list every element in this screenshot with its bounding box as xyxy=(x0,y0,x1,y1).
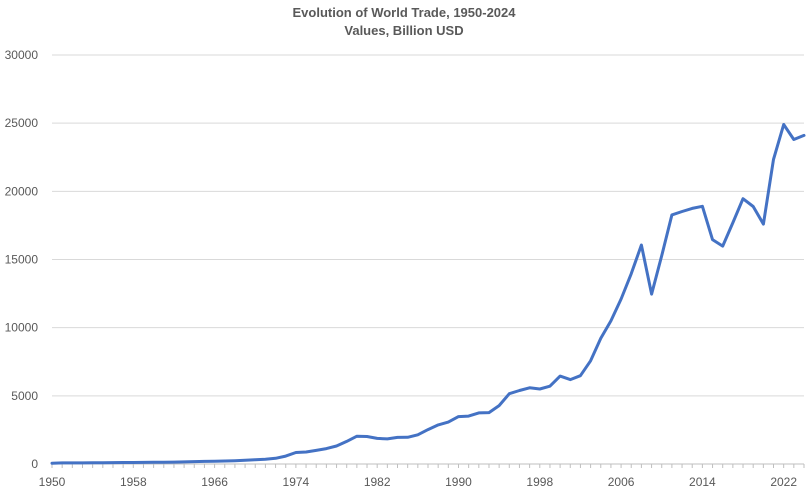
x-tick-label: 1974 xyxy=(283,475,310,489)
x-tick-label: 2014 xyxy=(689,475,716,489)
x-tick-label: 1958 xyxy=(120,475,147,489)
x-tick-label: 2022 xyxy=(770,475,797,489)
x-tick-label: 1998 xyxy=(526,475,553,489)
y-tick-label: 30000 xyxy=(5,48,39,62)
x-tick-label: 1982 xyxy=(364,475,391,489)
y-tick-label: 20000 xyxy=(5,184,39,198)
y-tick-label: 15000 xyxy=(5,253,39,267)
series-layer xyxy=(50,123,806,465)
y-axis-ticks: 0 5000 10000 15000 20000 25000 30000 xyxy=(5,48,39,471)
gridlines xyxy=(52,54,804,397)
chart-subtitle: Values, Billion USD xyxy=(344,23,464,38)
series-line-0 xyxy=(50,123,806,465)
x-tick-label: 1990 xyxy=(445,475,472,489)
x-tick-label: 1966 xyxy=(201,475,228,489)
x-tick-label: 2006 xyxy=(608,475,635,489)
y-tick-label: 10000 xyxy=(5,321,39,335)
axes xyxy=(51,463,805,468)
x-axis-ticks: 1950 1958 1966 1974 1982 1990 1998 2006 2014 2022 xyxy=(39,475,798,489)
chart-title: Evolution of World Trade, 1950-2024 xyxy=(292,5,516,20)
y-tick-label: 25000 xyxy=(5,116,39,130)
y-tick-label: 0 xyxy=(31,457,38,471)
x-tick-label: 1950 xyxy=(39,475,66,489)
y-tick-label: 5000 xyxy=(11,389,38,403)
